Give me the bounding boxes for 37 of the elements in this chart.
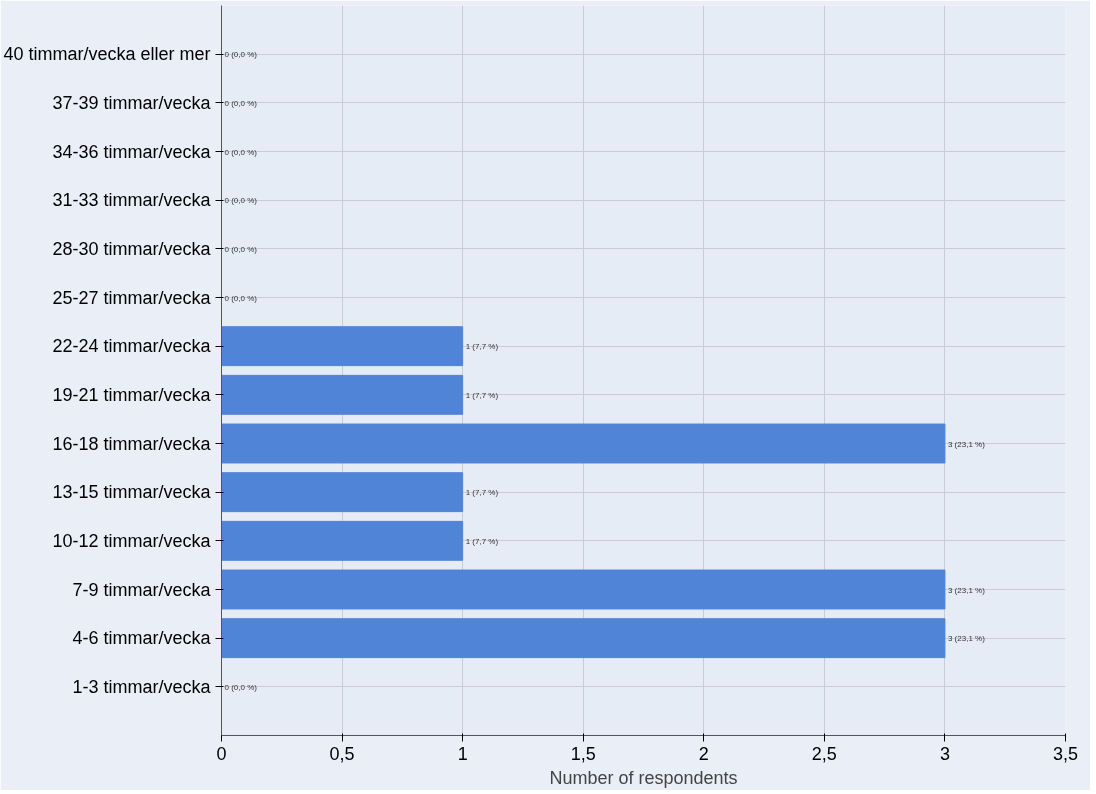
data-label: 0 (0,0 %) xyxy=(224,147,258,157)
x-tick-label: 2,5 xyxy=(811,743,837,764)
data-label: 1 (7,7 %) xyxy=(465,488,499,498)
x-tick-label: 0 xyxy=(216,743,227,764)
y-tick-label: 25-27 timmar/vecka xyxy=(52,287,212,308)
y-tick-label: 34-36 timmar/vecka xyxy=(52,141,212,162)
data-label: 0 (0,0 %) xyxy=(224,682,258,692)
y-tick-label: 19-21 timmar/vecka xyxy=(52,384,212,405)
y-tick-label: 13-15 timmar/vecka xyxy=(52,482,212,503)
x-tick-label: 3 xyxy=(939,743,950,764)
y-tick-label: 10-12 timmar/vecka xyxy=(52,530,212,551)
y-tick-label: 28-30 timmar/vecka xyxy=(52,238,212,259)
data-label: 1 (7,7 %) xyxy=(465,536,499,546)
x-tick-label: 1 xyxy=(457,743,468,764)
y-tick-label: 1-3 timmar/vecka xyxy=(72,676,212,697)
y-tick-label: 40 timmar/vecka eller mer xyxy=(3,44,211,65)
data-label: 3 (23,1 %) xyxy=(947,585,986,595)
y-tick-label: 22-24 timmar/vecka xyxy=(52,336,212,357)
data-label: 0 (0,0 %) xyxy=(224,244,258,254)
y-tick-label: 31-33 timmar/vecka xyxy=(52,190,212,211)
data-label: 3 (23,1 %) xyxy=(947,439,986,449)
x-tick-label: 2 xyxy=(698,743,709,764)
data-label: 1 (7,7 %) xyxy=(465,342,499,352)
y-tick-label: 7-9 timmar/vecka xyxy=(72,579,212,600)
x-tick-label: 0,5 xyxy=(329,743,355,764)
data-label: 0 (0,0 %) xyxy=(224,293,258,303)
x-axis-title: Number of respondents xyxy=(549,767,738,788)
x-tick-label: 3,5 xyxy=(1052,743,1079,764)
data-label: 0 (0,0 %) xyxy=(224,50,258,60)
data-label: 0 (0,0 %) xyxy=(224,98,258,108)
y-tick-label: 4-6 timmar/vecka xyxy=(72,628,212,649)
data-label: 0 (0,0 %) xyxy=(224,196,258,206)
data-label: 3 (23,1 %) xyxy=(947,634,986,644)
data-label: 1 (7,7 %) xyxy=(465,390,499,400)
y-tick-label: 16-18 timmar/vecka xyxy=(52,433,212,454)
y-tick-label: 37-39 timmar/vecka xyxy=(52,92,212,113)
x-tick-label: 1,5 xyxy=(570,743,596,764)
